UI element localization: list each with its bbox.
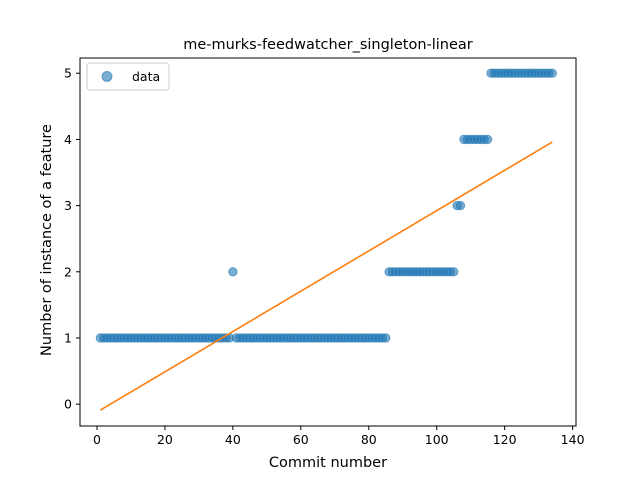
y-tick-label: 1 (64, 330, 72, 345)
y-tick-label: 2 (64, 264, 72, 279)
legend-label-data: data (132, 69, 160, 84)
x-axis: 0 20 40 60 80 100 120 140 (93, 426, 585, 447)
data-point (228, 267, 238, 277)
y-tick-label: 3 (64, 198, 72, 213)
legend: data (86, 62, 170, 91)
x-axis-label: Commit number (269, 455, 387, 471)
x-tick-label: 140 (561, 432, 585, 447)
data-point (448, 267, 459, 277)
linear-fit-line (99, 141, 553, 411)
x-tick-label: 100 (425, 432, 449, 447)
y-tick-label: 4 (64, 132, 72, 147)
plot-frame (79, 57, 577, 427)
data-point (381, 333, 391, 343)
y-axis: 0 1 2 3 4 5 (64, 66, 80, 412)
data-point (547, 68, 557, 78)
y-axis-label: Number of instance of a feature (39, 124, 55, 356)
x-tick-label: 40 (225, 432, 241, 447)
legend-box (86, 62, 170, 91)
data-point (482, 134, 493, 145)
data-point (455, 200, 466, 211)
x-tick-label: 20 (157, 432, 173, 447)
x-tick-label: 120 (493, 432, 517, 447)
x-tick-label: 60 (293, 432, 309, 447)
x-tick-label: 0 (93, 432, 101, 447)
legend-marker-data (101, 71, 113, 82)
x-tick-label: 80 (361, 432, 377, 447)
chart-title: me-murks-feedwatcher_singleton-linear (183, 37, 473, 53)
y-tick-label: 0 (64, 397, 72, 412)
plot-area (79, 57, 577, 427)
y-tick-label: 5 (64, 66, 72, 81)
